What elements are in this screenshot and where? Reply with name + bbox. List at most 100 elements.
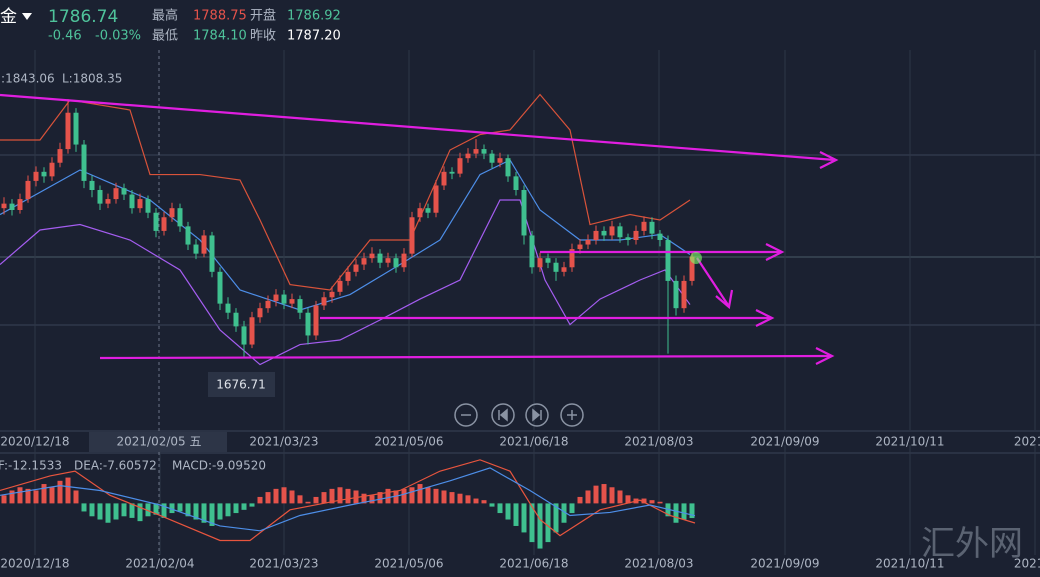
legend-label: F:-12.1533 — [0, 459, 62, 473]
candle-body — [481, 149, 487, 154]
x-tick-label: 2021/03/23 — [249, 557, 318, 571]
macd-bar — [545, 503, 551, 543]
macd-bar — [361, 493, 367, 504]
macd-bar — [537, 503, 543, 549]
candle-body — [449, 171, 455, 174]
candle-body — [193, 244, 199, 254]
macd-bar — [673, 503, 679, 523]
candle-body — [265, 300, 271, 309]
candle-body — [377, 253, 383, 263]
candle-body — [665, 240, 671, 281]
x-tick-label: 2021/02/04 — [125, 557, 194, 571]
cursor-label: 2021/02/05 五 — [117, 435, 202, 449]
candle-body — [593, 230, 599, 240]
macd-bar — [257, 496, 263, 504]
macd-bar — [561, 503, 567, 523]
macd-bar — [209, 503, 215, 526]
candle-body — [417, 208, 423, 218]
macd-bar — [49, 487, 55, 504]
macd-bar — [185, 503, 191, 517]
macd-bar — [425, 487, 431, 504]
macd-bar — [241, 503, 247, 510]
candle-body — [257, 308, 263, 318]
x-tick-label: 2021/09/09 — [750, 557, 819, 571]
candle-body — [241, 326, 247, 345]
arrowhead — [815, 347, 835, 365]
candle-body — [409, 217, 415, 254]
macd-bar — [137, 503, 143, 522]
value: 1787.20 — [287, 29, 341, 44]
macd-bar — [153, 503, 159, 515]
x-tick-label: 2021/05/06 — [374, 435, 443, 449]
candle-body — [401, 253, 407, 268]
macd-bar — [281, 487, 287, 504]
label: 最低 — [152, 29, 178, 44]
macd-bar — [417, 484, 423, 504]
candle-body — [65, 112, 71, 150]
next[interactable] — [525, 403, 549, 427]
macd-bar — [393, 490, 399, 504]
candle-body — [273, 294, 279, 301]
candle-body — [305, 312, 311, 336]
macd-bar — [345, 488, 351, 504]
macd-bar — [521, 503, 527, 533]
candle-body — [321, 297, 327, 306]
zoom-out[interactable] — [454, 403, 478, 427]
controls — [454, 403, 584, 427]
x-tick-label: 2021/10/11 — [875, 557, 944, 571]
candle-body — [473, 149, 479, 154]
candle-body — [337, 280, 343, 292]
macd-bar — [233, 503, 239, 514]
candle-body — [153, 212, 159, 231]
prev[interactable] — [491, 403, 515, 427]
candle-body — [673, 280, 679, 309]
candle-body — [289, 299, 295, 304]
candle-body — [105, 199, 111, 204]
candle-body — [457, 158, 463, 174]
candle-body — [393, 258, 399, 268]
price-grid — [0, 154, 1040, 454]
candle-body — [569, 249, 575, 268]
legend-label: L:1808.35 — [62, 72, 122, 86]
candle-body — [425, 208, 431, 213]
watermark: 汇外网 — [921, 524, 1023, 564]
macd-bar — [657, 501, 663, 504]
candle-body — [521, 190, 527, 236]
low-label-box — [208, 372, 275, 397]
candle-body — [137, 199, 143, 209]
x-tick-label: 2021/1 — [1014, 435, 1040, 449]
macd-bar — [337, 487, 343, 504]
candle-body — [609, 226, 615, 236]
zoom-in[interactable] — [560, 403, 584, 427]
macd-bar — [9, 490, 15, 504]
macd-bar — [1, 495, 7, 504]
macd-bar — [385, 488, 391, 504]
candle-body — [9, 203, 15, 210]
candle-body — [529, 235, 535, 268]
macd-bar — [81, 503, 87, 512]
macd-bar — [369, 495, 375, 504]
line — [0, 459, 696, 542]
candle-body — [625, 237, 631, 240]
candle-body — [433, 185, 439, 213]
candle-body — [73, 112, 79, 145]
candle-body — [345, 271, 351, 281]
candle-body — [313, 305, 319, 336]
change-pct: -0.03% — [95, 29, 141, 44]
macd-bar — [265, 492, 271, 504]
candle-body — [217, 271, 223, 304]
label: 昨收 — [250, 29, 276, 44]
legend-label: MACD:-9.09520 — [172, 459, 266, 473]
macd-bar — [513, 503, 519, 526]
macd-bar — [193, 503, 199, 520]
line — [0, 159, 691, 311]
candle-body — [233, 312, 239, 327]
macd-bar — [569, 503, 575, 514]
x-tick-label: 2021/1 — [1014, 557, 1040, 571]
macd-bar — [593, 485, 599, 504]
macd-bar — [481, 500, 487, 504]
arrowhead — [819, 151, 839, 169]
macd-bar — [129, 503, 135, 518]
dropdown[interactable] — [22, 13, 32, 20]
macd-bar — [449, 492, 455, 504]
